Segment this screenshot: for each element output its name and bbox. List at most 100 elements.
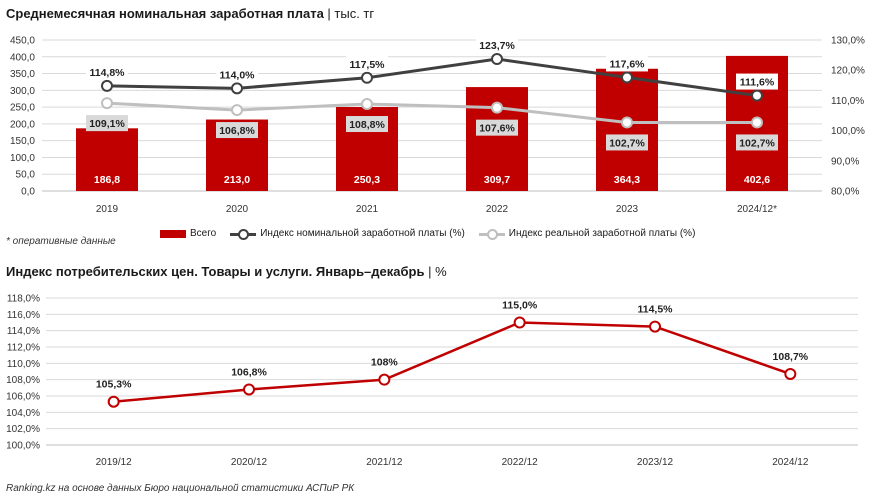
chart2-title-unit: | % <box>424 264 447 279</box>
cpi-point <box>513 316 526 329</box>
cpi-data-label: 105,3% <box>96 379 132 391</box>
source-note: Ranking.kz на основе данных Бюро национа… <box>6 483 355 494</box>
wage-chart: 0,0 50,0 100,0 150,0 200,0 250,0 300,0 350,0 400… <box>10 36 865 216</box>
x-tick-label: 2021 <box>356 204 379 215</box>
bar-value-label: 186,8 <box>94 174 120 186</box>
x-tick-label: 2023 <box>616 204 639 215</box>
x-tick-label: 2020/12 <box>231 457 268 468</box>
nominal-index-data-label: 117,5% <box>349 59 385 71</box>
y2-tick-label: 100,0% <box>831 126 865 137</box>
bar <box>596 68 658 191</box>
x-tick-label: 2022/12 <box>502 457 539 468</box>
legend-item-total: Всего <box>160 228 216 239</box>
y-tick-label: 100,0 <box>10 153 35 164</box>
x-tick-label: 2024/12* <box>737 204 777 215</box>
y-tick-label: 450,0 <box>10 36 35 47</box>
y-tick-label: 50,0 <box>16 170 36 181</box>
chart1-title: Среднемесячная номинальная заработная пл… <box>6 6 374 21</box>
nominal-index-label-box <box>86 63 128 80</box>
x-tick-label: 2021/12 <box>366 457 403 468</box>
bar-value-label: 364,3 <box>614 174 640 186</box>
real-index-point <box>751 116 763 129</box>
cpi-data-label: 115,0% <box>502 300 538 312</box>
cpi-data-label: 114,5% <box>637 304 673 316</box>
y-tick-label: 350,0 <box>10 69 35 80</box>
y2-tick-label: 130,0% <box>831 36 865 47</box>
chart1-title-text: Среднемесячная номинальная заработная пл… <box>6 6 324 21</box>
cpi-data-label: 108,7% <box>773 351 809 363</box>
nominal-index-label-box <box>346 55 388 72</box>
bar-value-label: 309,7 <box>484 174 510 186</box>
real-index-point <box>621 116 633 129</box>
y-tick-label: 0,0 <box>21 187 35 198</box>
real-index-point <box>361 98 373 111</box>
real-index-data-label: 107,6% <box>479 123 515 135</box>
real-index-label-box <box>606 134 648 151</box>
y-tick-label: 112,0% <box>7 343 40 354</box>
real-index-point <box>491 101 503 114</box>
x-tick-label: 2019 <box>96 204 119 215</box>
real-index-point <box>101 97 113 110</box>
y-tick-label: 110,0% <box>7 359 40 370</box>
legend-label-total: Всего <box>190 228 217 239</box>
nominal-index-data-label: 114,0% <box>219 69 255 81</box>
y-tick-label: 100,0% <box>6 441 40 452</box>
real-index-data-label: 102,7% <box>739 137 775 149</box>
real-index-label-box <box>736 134 778 151</box>
bar-value-label: 250,3 <box>354 174 380 186</box>
nominal-index-point <box>231 82 243 95</box>
nominal-index-point <box>491 53 503 66</box>
real-index-label-box <box>476 119 518 136</box>
x-tick-label: 2023/12 <box>637 457 674 468</box>
real-index-point <box>231 104 243 117</box>
bar-value-label: 213,0 <box>224 174 250 186</box>
legend-label-nominal: Индекс номинальной заработной платы (%) <box>260 228 465 239</box>
nominal-index-label-box <box>216 66 258 83</box>
legend-swatch-real <box>478 228 505 240</box>
y-tick-label: 300,0 <box>10 86 35 97</box>
y2-tick-label: 90,0% <box>831 156 859 167</box>
x-tick-label: 2024/12 <box>772 457 809 468</box>
y-tick-label: 104,0% <box>6 408 40 419</box>
cpi-point <box>243 383 255 396</box>
nominal-index-data-label: 123,7% <box>479 40 515 52</box>
real-index-line <box>106 101 757 124</box>
nominal-index-data-label: 117,6% <box>609 58 645 70</box>
nominal-index-label-box <box>606 55 648 72</box>
nominal-index-point <box>101 79 113 92</box>
cpi-point <box>378 373 391 386</box>
legend-swatch-nominal <box>230 228 257 240</box>
footnote-operational: * оперативные данные <box>6 236 116 247</box>
real-index-data-label: 108,8% <box>349 119 385 131</box>
cpi-point <box>649 320 661 333</box>
y-tick-label: 116,0% <box>7 310 40 321</box>
y-tick-label: 102,0% <box>6 424 40 435</box>
bar <box>76 128 138 191</box>
real-index-data-label: 102,7% <box>609 137 645 149</box>
y-tick-label: 106,0% <box>6 392 40 403</box>
cpi-line <box>113 321 791 403</box>
nominal-index-line <box>106 57 758 98</box>
chart2-title: Индекс потребительских цен. Товары и усл… <box>6 264 447 279</box>
y-tick-label: 114,0% <box>7 326 40 337</box>
y2-tick-label: 120,0% <box>831 66 865 77</box>
cpi-point <box>784 367 797 380</box>
legend-swatch-total <box>160 229 186 238</box>
legend-item-real: Индекс реальной заработной платы (%) <box>478 228 696 240</box>
chart2-title-text: Индекс потребительских цен. Товары и усл… <box>6 264 425 279</box>
nominal-index-data-label: 111,6% <box>740 77 775 89</box>
y-tick-label: 200,0 <box>10 119 35 130</box>
real-index-data-label: 109,1% <box>89 118 125 130</box>
chart1-legend: Всего Индекс номинальной заработной плат… <box>160 228 696 240</box>
cpi-data-label: 108% <box>371 357 399 369</box>
nominal-index-point <box>751 89 763 102</box>
y2-tick-label: 80,0% <box>831 187 859 198</box>
x-tick-label: 2019/12 <box>96 457 133 468</box>
y-tick-label: 118,0% <box>7 294 40 305</box>
y-tick-label: 108,0% <box>6 375 40 386</box>
legend-label-real: Индекс реальной заработной платы (%) <box>508 228 696 239</box>
bar-value-label: 402,6 <box>744 174 770 186</box>
nominal-index-point <box>361 71 373 84</box>
real-index-data-label: 106,8% <box>219 125 255 137</box>
y-tick-label: 250,0 <box>10 103 35 114</box>
